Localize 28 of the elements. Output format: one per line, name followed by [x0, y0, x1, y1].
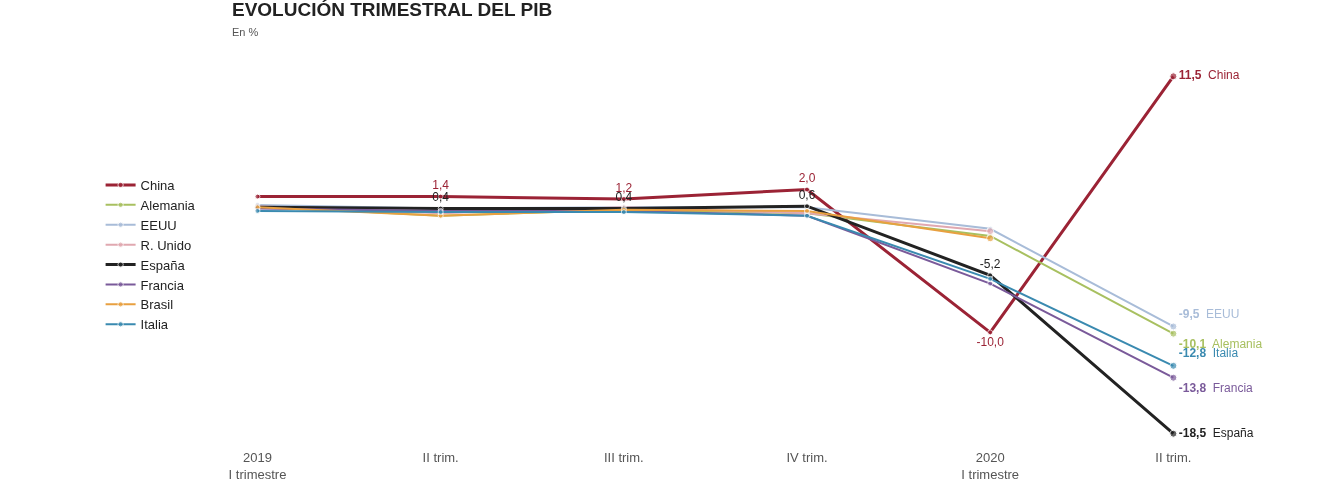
text: EEUU [1206, 307, 1240, 322]
legend-label: Alemania [140, 197, 196, 213]
legend-label: EEUU [140, 217, 177, 233]
legend-label: Francia [140, 277, 185, 293]
text: China [1208, 68, 1240, 83]
x-tick-label: 2019 I trimestre [228, 450, 287, 482]
data-label: -18,5 [1178, 425, 1207, 440]
x-tick-label: 2020 I trimestre [961, 450, 1020, 482]
x-tick-label: III trim. [603, 450, 644, 465]
chart-subtitle: En % [232, 26, 259, 38]
x-tick-label: IV trim. [786, 450, 828, 465]
legend-label: Italia [140, 317, 169, 333]
x-tick-label: II trim. [422, 450, 459, 465]
data-label: -5,2 [979, 257, 1001, 272]
text: España [1212, 425, 1254, 440]
data-label: 2,0 [798, 171, 816, 186]
data-label: -10,0 [976, 334, 1005, 349]
data-label: 11,5 [1178, 68, 1202, 83]
data-label: 1,4 [432, 178, 450, 193]
data-label: -9,5 [1178, 307, 1200, 322]
legend-label: España [140, 257, 186, 273]
data-label: 0,6 [798, 188, 816, 203]
legend-label: Brasil [140, 297, 174, 313]
data-label: -13,8 [1178, 381, 1207, 396]
x-tick-label: II trim. [1155, 450, 1192, 465]
legend-label: R. Unido [140, 237, 192, 253]
text: Francia [1212, 381, 1253, 396]
legend-label: China [140, 178, 176, 194]
